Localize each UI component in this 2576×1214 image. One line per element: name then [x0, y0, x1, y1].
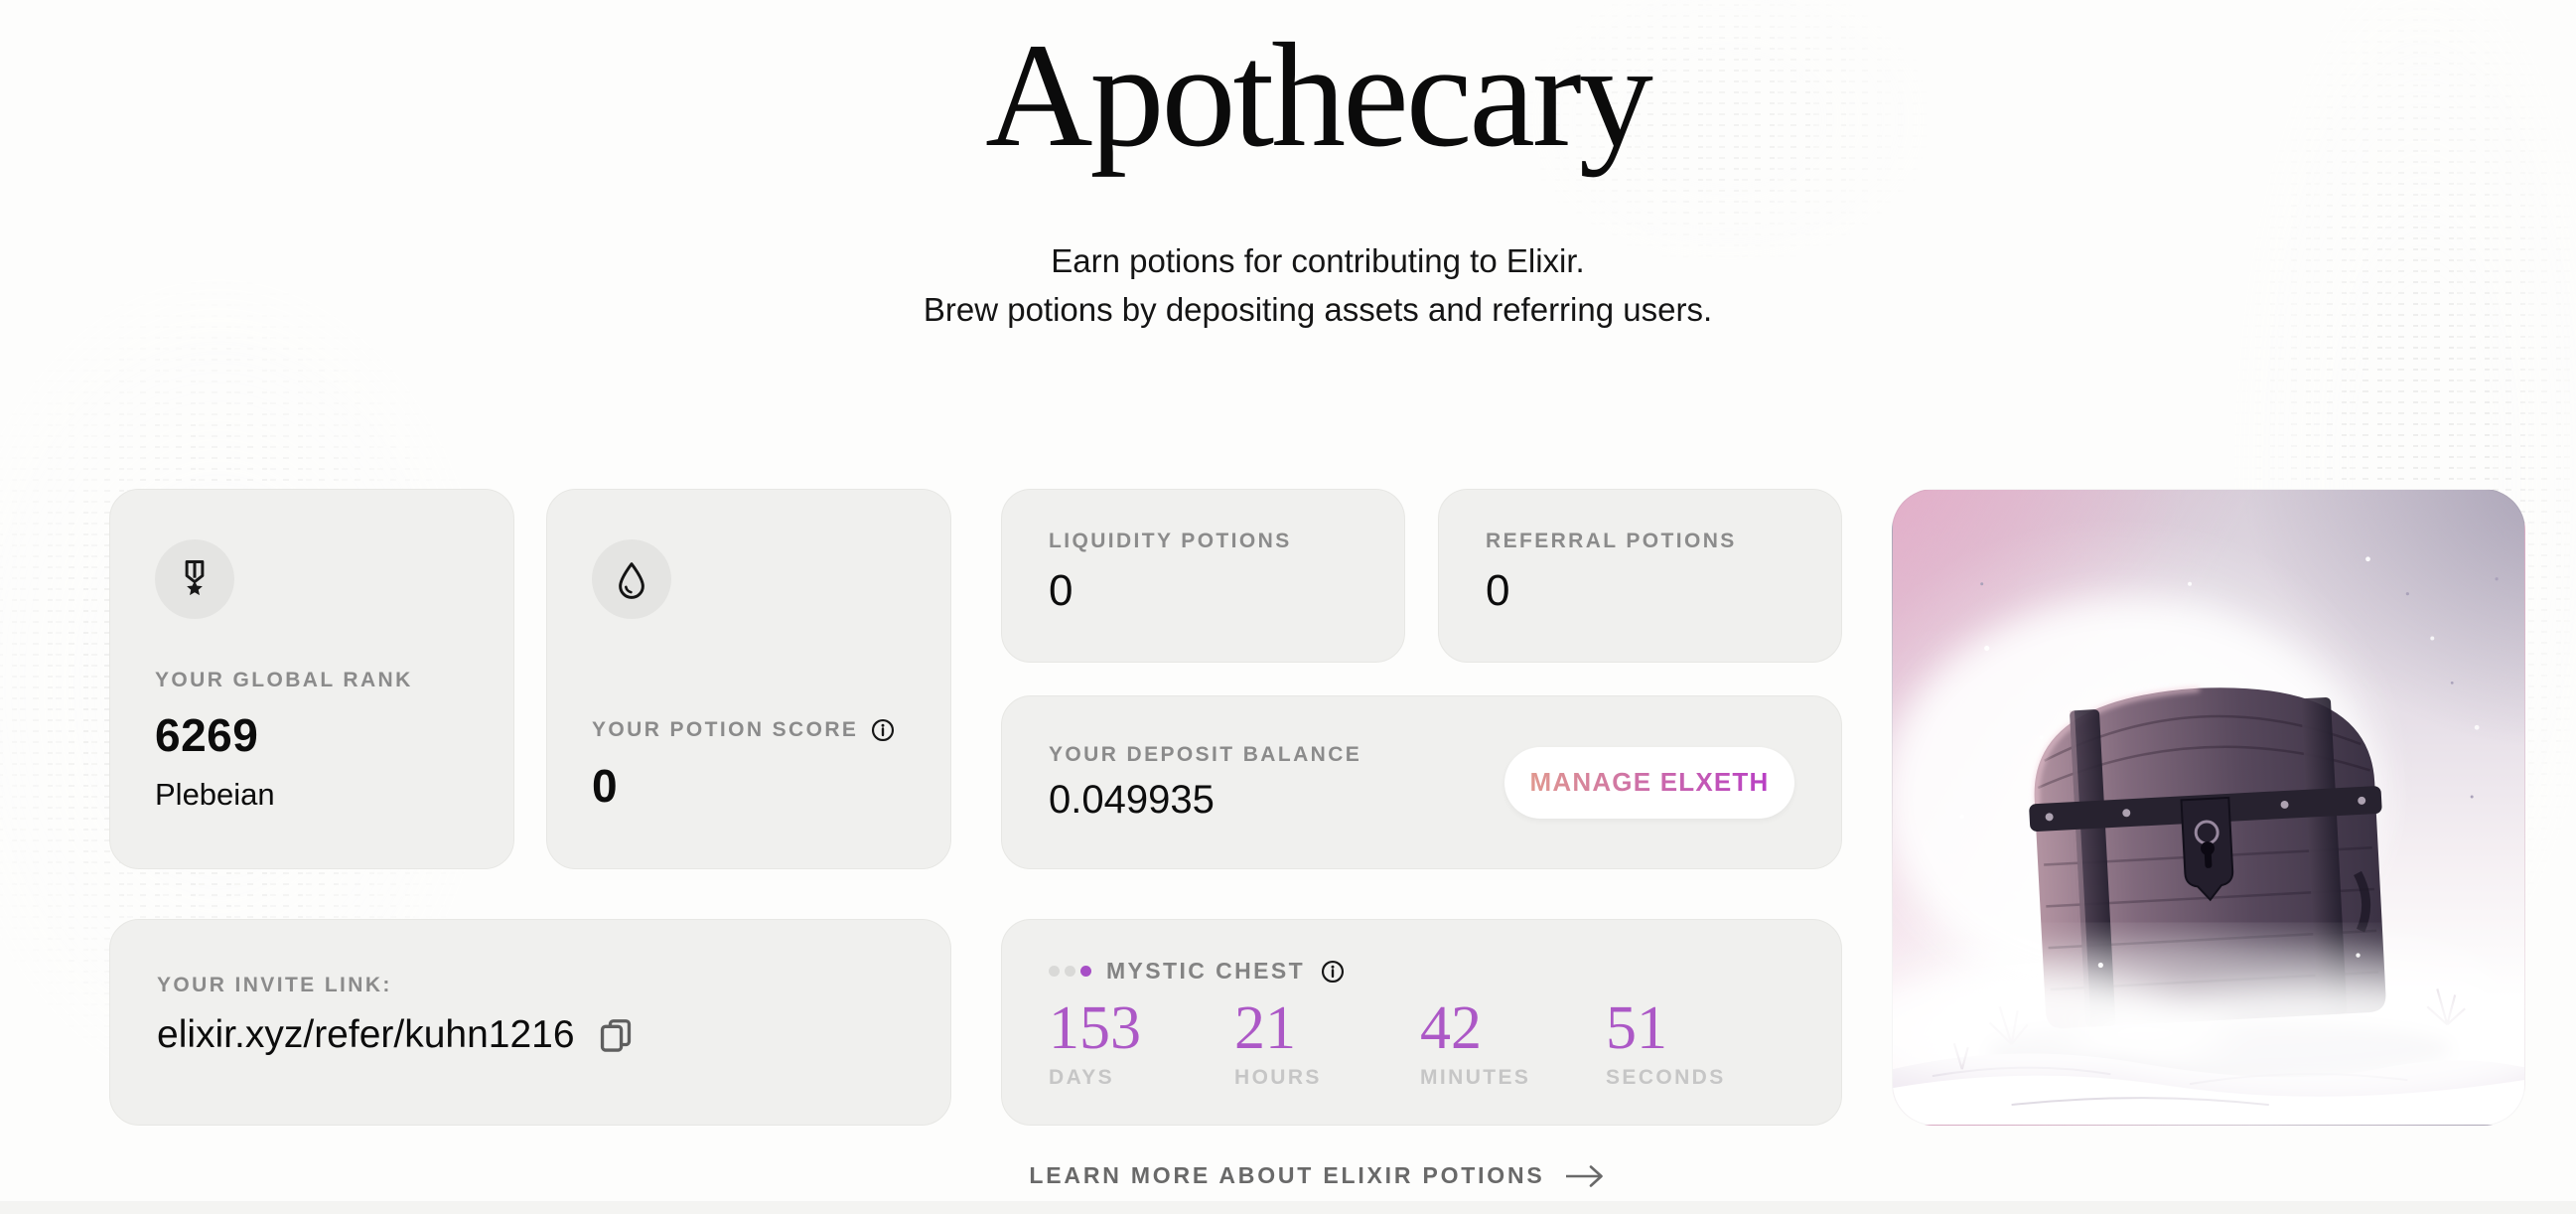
mystic-chest-image — [1892, 489, 2525, 1126]
deposit-balance-content: YOUR DEPOSIT BALANCE 0.049935 — [1049, 743, 1361, 823]
liquidity-potions-label: LIQUIDITY POTIONS — [1049, 530, 1292, 552]
global-rank-content: YOUR GLOBAL RANK 6269 Plebeian — [155, 669, 469, 813]
manage-elxeth-button[interactable]: MANAGE ELXETH — [1504, 746, 1794, 819]
deposit-balance-value: 0.049935 — [1049, 777, 1215, 822]
referral-potions-card: REFERRAL POTIONS 0 — [1438, 489, 1842, 663]
liquidity-potions-value: 0 — [1049, 566, 1073, 615]
learn-more-link[interactable]: LEARN MORE ABOUT ELIXIR POTIONS — [109, 1162, 2526, 1189]
copy-invite-link-button[interactable] — [597, 1016, 635, 1054]
potion-score-label: YOUR POTION SCORE — [592, 718, 859, 741]
subtitle-line-1: Earn potions for contributing to Elixir. — [1051, 242, 1585, 279]
referral-potions-value: 0 — [1486, 566, 1510, 615]
global-rank-card: YOUR GLOBAL RANK 6269 Plebeian — [109, 489, 514, 869]
invite-link-card: YOUR INVITE LINK: elixir.xyz/refer/kuhn1… — [109, 919, 951, 1126]
subtitle-line-2: Brew potions by depositing assets and re… — [923, 291, 1713, 328]
potion-score-content: YOUR POTION SCORE 0 — [592, 717, 906, 813]
countdown-days: 153 DAYS — [1049, 994, 1141, 1090]
progress-dot — [1049, 966, 1060, 977]
invite-link-value: elixir.xyz/refer/kuhn1216 — [157, 1013, 575, 1056]
global-rank-value: 6269 — [155, 709, 259, 761]
copy-icon — [597, 1016, 635, 1054]
countdown-hours: 21 HOURS — [1234, 994, 1322, 1090]
countdown-seconds: 51 SECONDS — [1606, 994, 1726, 1090]
learn-more-label: LEARN MORE ABOUT ELIXIR POTIONS — [1029, 1162, 1545, 1188]
page-subtitle: Earn potions for contributing to Elixir.… — [109, 236, 2526, 334]
potion-score-value: 0 — [592, 760, 619, 812]
chest-countdown: 153 DAYS 21 HOURS 42 MINUTES 51 SECONDS — [1049, 994, 1794, 1090]
global-rank-tier: Plebeian — [155, 777, 275, 812]
mystic-chest-card: MYSTIC CHEST 153 DAYS 21 HOURS — [1001, 919, 1842, 1126]
progress-dot-active — [1080, 966, 1091, 977]
mystic-chest-label: MYSTIC CHEST — [1106, 958, 1306, 984]
invite-link-label: YOUR INVITE LINK: — [157, 974, 392, 996]
chest-progress-dots — [1049, 966, 1091, 977]
manage-elxeth-label: MANAGE ELXETH — [1529, 767, 1770, 797]
referral-potions-label: REFERRAL POTIONS — [1486, 530, 1737, 552]
arrow-right-icon — [1563, 1163, 1607, 1189]
global-rank-label: YOUR GLOBAL RANK — [155, 669, 413, 691]
content-area: Apothecary Earn potions for contributing… — [109, 0, 2526, 1214]
deposit-balance-card: YOUR DEPOSIT BALANCE 0.049935 MANAGE ELX… — [1001, 695, 1842, 869]
mystic-chest-illustration — [1893, 556, 2524, 1125]
droplet-icon — [592, 539, 671, 619]
info-icon[interactable] — [870, 717, 896, 743]
medal-icon — [155, 539, 234, 619]
page-title: Apothecary — [985, 13, 1653, 178]
progress-dot — [1065, 966, 1075, 977]
potion-score-card: YOUR POTION SCORE 0 — [546, 489, 951, 869]
info-icon[interactable] — [1320, 959, 1346, 985]
countdown-minutes: 42 MINUTES — [1420, 994, 1531, 1090]
background-pattern-top — [1519, 0, 1936, 268]
liquidity-potions-card: LIQUIDITY POTIONS 0 — [1001, 489, 1405, 663]
next-section-edge — [0, 1201, 2576, 1214]
deposit-balance-label: YOUR DEPOSIT BALANCE — [1049, 742, 1362, 766]
